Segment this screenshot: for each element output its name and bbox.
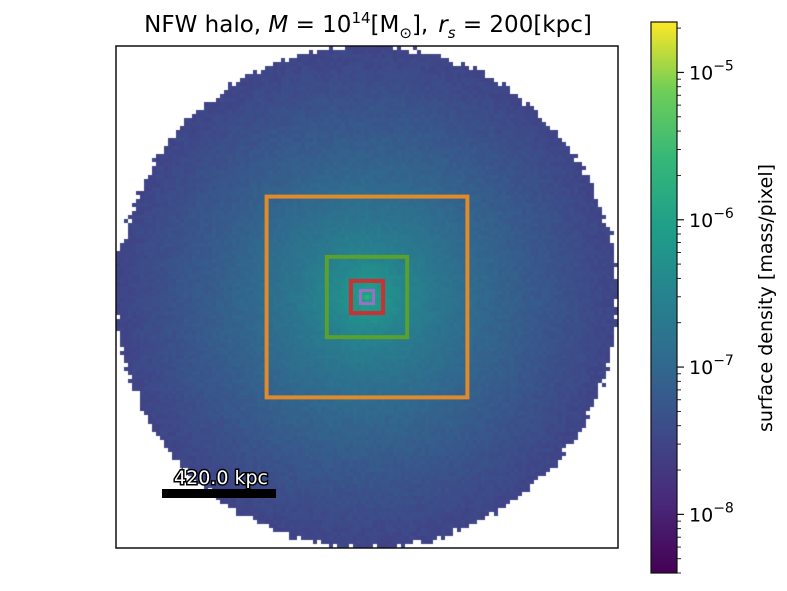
zoom-box [348,278,386,316]
colorbar-minor-ticks [677,27,681,574]
zoom-box [324,254,410,340]
colorbar-frame [650,21,678,574]
zoom-box [264,194,470,400]
colorbar-tick-label: 10−7 [689,353,734,379]
colorbar-tick-label: 10−8 [689,500,734,526]
scale-bar-label: 420.0 kpc [174,467,268,489]
chart-title: NFW halo, M = 1014[M⊙], rs = 200[kpc] [144,9,592,42]
colorbar-major-ticks: 10−5 10−6 10−7 10−8 [677,58,734,526]
scale-bar: 420.0 kpc [162,466,276,498]
plot-area: 420.0 kpc [115,45,619,549]
scale-bar-line [162,489,276,498]
colorbar: 10−5 10−6 10−7 10−8 surface density [mass/p… [650,21,777,574]
zoom-box [358,288,376,306]
colorbar-label: surface density [mass/pixel] [755,164,777,432]
colorbar-tick-label: 10−5 [689,58,734,84]
colorbar-gradient [651,22,677,573]
zoom-boxes [264,194,470,400]
density-map [116,46,618,548]
plot-frame [115,45,619,549]
colorbar-tick-label: 10−6 [689,206,734,232]
